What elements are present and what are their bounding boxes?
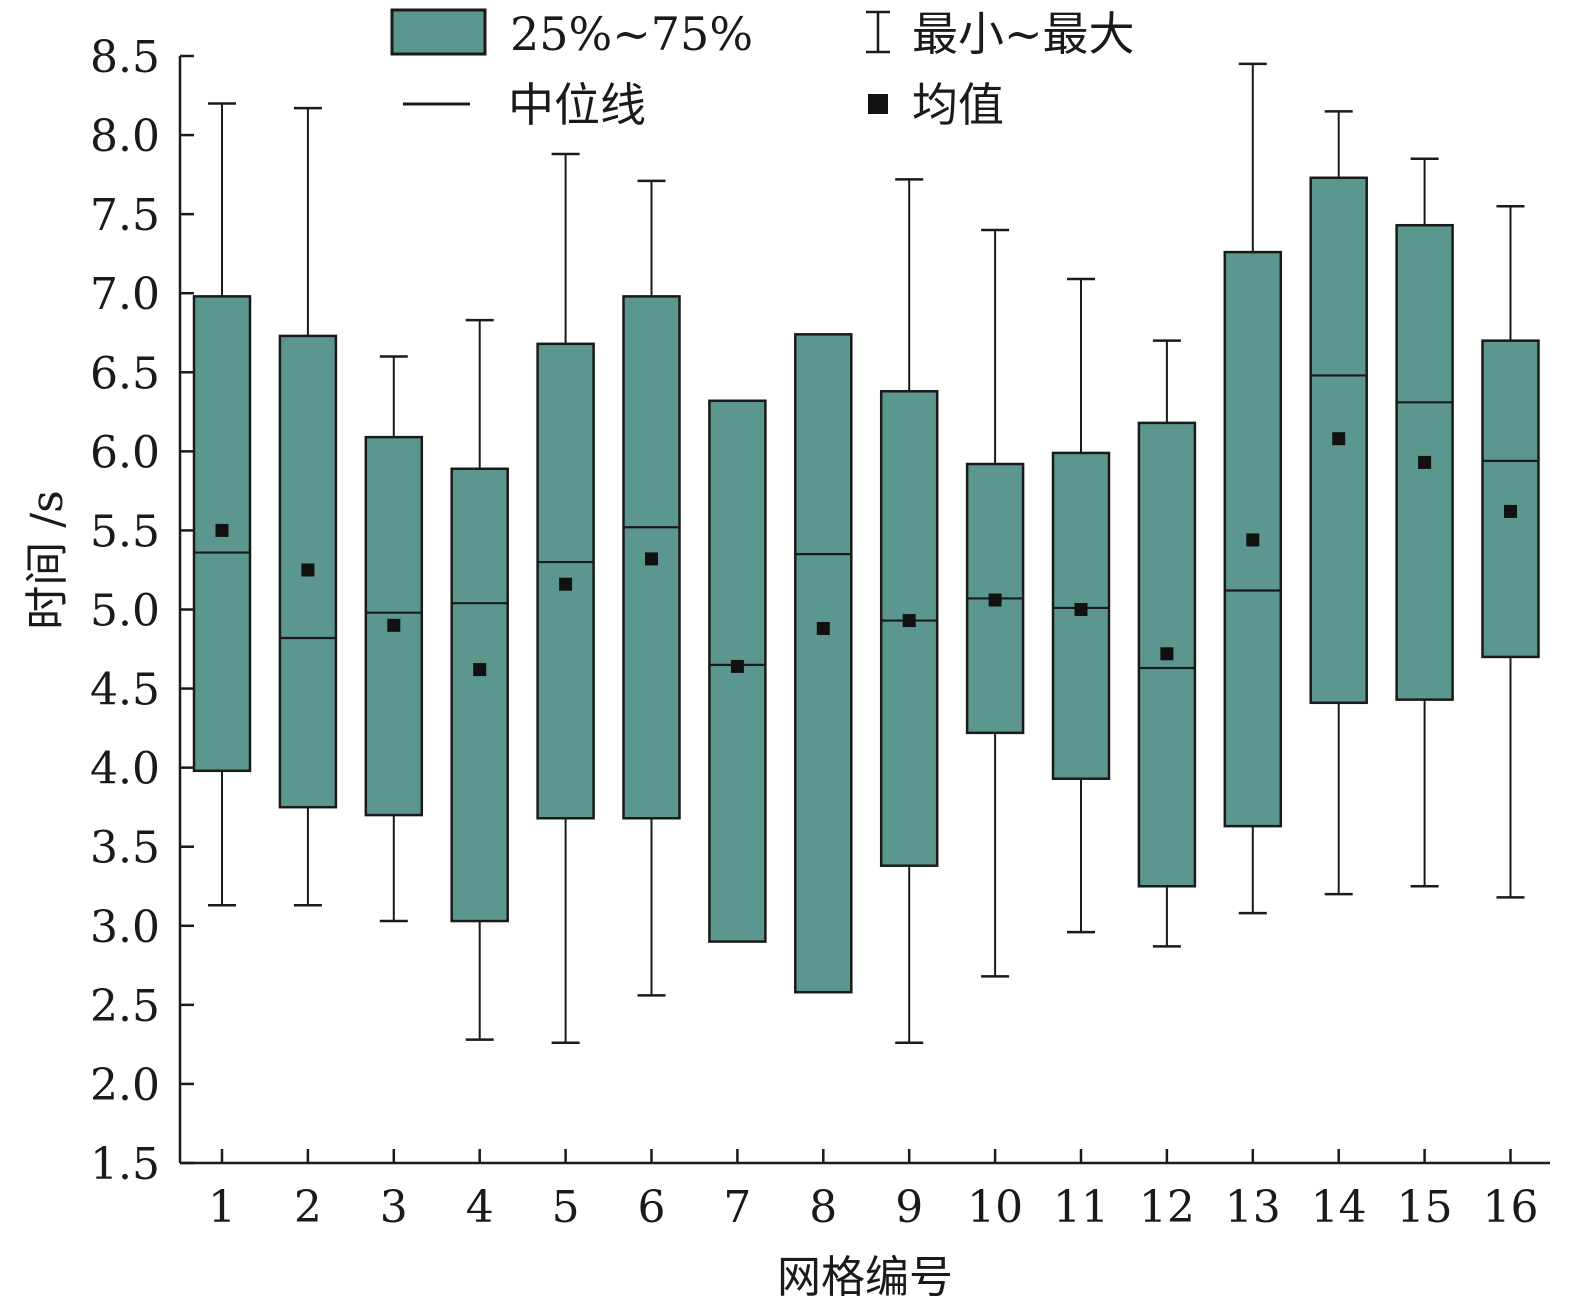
- mean-marker: [301, 563, 315, 577]
- y-tick-label: 7.5: [90, 190, 160, 241]
- mean-marker: [215, 523, 229, 537]
- x-tick-label: 14: [1311, 1182, 1367, 1233]
- mean-marker: [730, 659, 744, 673]
- iqr-box: [879, 390, 939, 867]
- iqr-box: [794, 333, 853, 994]
- mean-marker: [1504, 504, 1517, 518]
- mean-marker: [1246, 533, 1260, 547]
- x-axis-title: 网格编号: [777, 1252, 953, 1303]
- y-tick-label: 6.0: [90, 427, 160, 478]
- iqr-box: [450, 467, 509, 923]
- box-group-5: [536, 152, 595, 1045]
- legend-mean-symbol: [868, 94, 888, 114]
- x-tick-label: 13: [1225, 1182, 1281, 1233]
- box-group-16: [1481, 204, 1540, 899]
- x-tick-label: 1: [208, 1182, 236, 1233]
- box-group-1: [192, 102, 252, 907]
- y-tick-label: 5.0: [90, 586, 160, 637]
- iqr-box: [364, 435, 424, 817]
- x-tick-label: 16: [1483, 1182, 1539, 1233]
- x-tick-label: 7: [723, 1182, 751, 1233]
- axes: 1.5 2.0 2.5 3.0 3.5 4.0 4.5 5.0 5.5 6.0 6.5 7.0 7.5 8…: [90, 32, 1550, 1233]
- mean-marker: [473, 663, 487, 677]
- mean-marker: [816, 621, 830, 635]
- y-tick-label: 6.5: [90, 348, 160, 399]
- mean-marker: [1160, 647, 1174, 661]
- x-tick-label: 12: [1139, 1182, 1195, 1233]
- y-tick-label: 8.0: [90, 111, 160, 162]
- legend-box-swatch: [390, 8, 487, 56]
- box-group-13: [1223, 62, 1283, 915]
- x-tick-label: 9: [895, 1182, 923, 1233]
- y-tick-label: 3.0: [90, 902, 160, 953]
- x-tick-label: 5: [552, 1182, 580, 1233]
- mean-marker: [645, 552, 658, 566]
- box-group-2: [278, 106, 338, 907]
- y-tick-label: 8.5: [90, 32, 160, 83]
- box-group-7: [708, 399, 767, 943]
- y-tick-label: 4.5: [90, 665, 160, 716]
- iqr-box: [1481, 339, 1540, 659]
- mean-marker: [1074, 603, 1088, 616]
- legend-label-mean: 均值: [912, 78, 1004, 132]
- mean-marker: [387, 618, 401, 632]
- mean-marker: [902, 614, 916, 628]
- y-tick-label: 5.5: [90, 506, 160, 557]
- x-tick-label: 2: [294, 1182, 322, 1233]
- x-tick-label: 8: [809, 1182, 837, 1233]
- y-tick-label: 4.0: [90, 744, 160, 795]
- mean-marker: [988, 593, 1002, 607]
- box-group-9: [879, 178, 939, 1045]
- x-tick-label: 4: [466, 1182, 494, 1233]
- y-tick-label: 3.5: [90, 823, 160, 874]
- y-tick-label: 1.5: [90, 1139, 160, 1190]
- x-tick-label: 10: [967, 1182, 1023, 1233]
- x-tick-label: 3: [380, 1182, 408, 1233]
- box-group-11: [1051, 277, 1111, 934]
- box-group-15: [1395, 157, 1454, 888]
- x-tick-label: 11: [1053, 1182, 1109, 1233]
- legend-label-box: 25%~75%: [510, 7, 753, 61]
- y-axis-title: 时间 /s: [22, 490, 73, 629]
- box-group-3: [364, 355, 424, 923]
- x-tick-label: 15: [1397, 1182, 1453, 1233]
- legend-label-median: 中位线: [508, 78, 646, 132]
- box-group-14: [1309, 110, 1368, 896]
- y-tick-label: 2.5: [90, 981, 160, 1032]
- mean-marker: [1418, 455, 1432, 469]
- box-group-4: [450, 318, 509, 1041]
- legend-label-whisker: 最小~最大: [912, 7, 1135, 61]
- box-group-10: [965, 228, 1025, 978]
- box-group-6: [622, 179, 681, 997]
- y-tick-label: 2.0: [90, 1060, 160, 1111]
- x-tick-label: 6: [638, 1182, 666, 1233]
- box-group-12: [1137, 339, 1197, 948]
- y-tick-label: 7.0: [90, 269, 160, 320]
- box-group-8: [794, 333, 853, 994]
- mean-marker: [1332, 432, 1346, 446]
- mean-marker: [559, 577, 573, 591]
- boxes: [192, 62, 1540, 1045]
